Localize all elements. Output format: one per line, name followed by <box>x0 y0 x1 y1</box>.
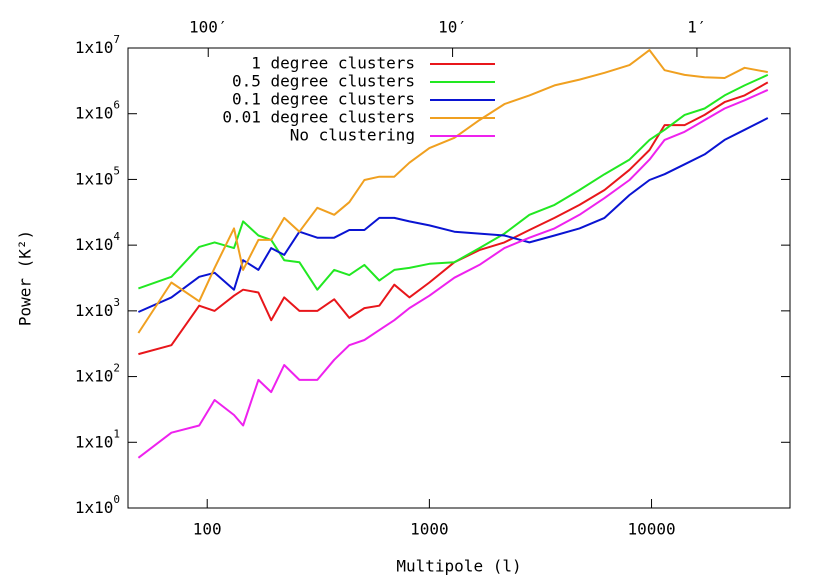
legend-label: No clustering <box>290 126 415 145</box>
series-line <box>137 117 769 313</box>
y-tick-label-exponent: 7 <box>113 33 120 46</box>
series-line <box>137 88 769 459</box>
y-tick-label: 1x100 <box>75 493 120 517</box>
x-axis-label: Multipole (l) <box>396 557 521 576</box>
y-tick-label-exponent: 1 <box>113 427 120 440</box>
y-tick-label-base: 1x10 <box>75 366 114 385</box>
x2-tick-label: 10′ <box>438 18 467 37</box>
x-tick-label: 10000 <box>627 520 675 539</box>
legend-label: 1 degree clusters <box>251 54 415 73</box>
x2-tick-label: 100′ <box>189 18 228 37</box>
series-line <box>138 73 769 291</box>
legend-label: 0.1 degree clusters <box>232 90 415 109</box>
y-tick-label-base: 1x10 <box>75 235 114 254</box>
y-tick-label-base: 1x10 <box>75 498 114 517</box>
y-tick-label-exponent: 4 <box>113 230 120 243</box>
plot-frame <box>127 47 791 509</box>
y-tick-label: 1x101 <box>75 427 120 451</box>
y-tick-label: 1x106 <box>75 99 120 123</box>
series-line <box>137 49 768 334</box>
y-tick-label: 1x107 <box>75 33 120 57</box>
y-tick-label-base: 1x10 <box>75 432 114 451</box>
y-tick-label: 1x105 <box>75 164 120 188</box>
y-tick-label-exponent: 2 <box>113 362 120 375</box>
y-tick-label-exponent: 3 <box>113 296 120 309</box>
y-tick-label-exponent: 6 <box>113 99 120 112</box>
y-tick-label-base: 1x10 <box>75 169 114 188</box>
y-tick-label: 1x103 <box>75 296 120 320</box>
y-tick-label-base: 1x10 <box>75 300 114 319</box>
x-tick-label: 100 <box>193 520 222 539</box>
y-axis-label: Power (K²) <box>16 230 35 326</box>
legend-label: 0.01 degree clusters <box>222 108 415 127</box>
y-tick-label-base: 1x10 <box>75 38 114 57</box>
y-tick-label-exponent: 0 <box>113 493 120 506</box>
x-tick-label: 1000 <box>410 520 449 539</box>
y-tick-label: 1x104 <box>75 230 121 254</box>
y-tick-label-base: 1x10 <box>75 103 114 122</box>
legend-label: 0.5 degree clusters <box>232 72 415 91</box>
y-tick-label: 1x102 <box>75 362 120 386</box>
x2-tick-label: 1′ <box>687 18 706 37</box>
y-tick-label-exponent: 5 <box>113 164 120 177</box>
